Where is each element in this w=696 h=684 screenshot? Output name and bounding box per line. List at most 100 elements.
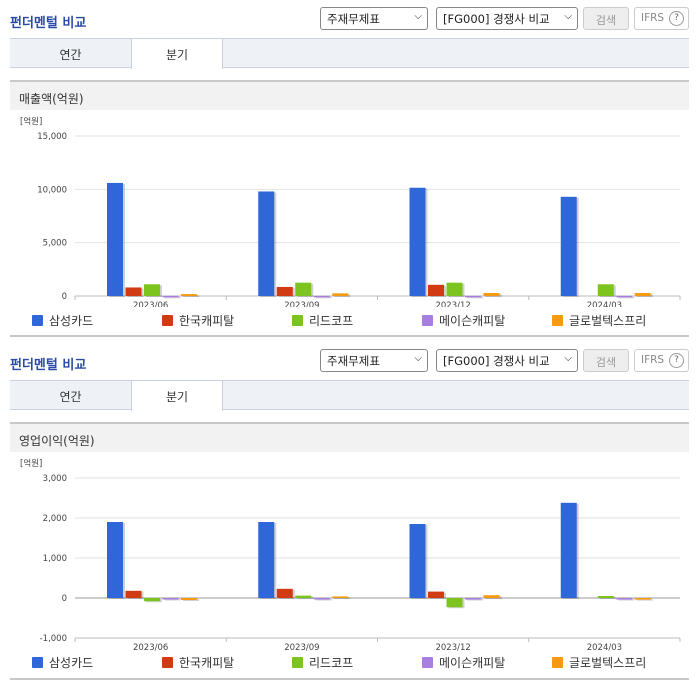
bar-samsung-card-2023-12[interactable] (409, 187, 426, 296)
bar-leadcorp-2023-12[interactable] (446, 598, 463, 608)
tab-annual[interactable]: 연간 (59, 390, 82, 404)
tab-quarterly[interactable]: 분기 (131, 381, 223, 411)
legend-item-leadcorp[interactable]: 리드코프 (292, 312, 353, 329)
x-tick-label-2023-06: 2023/06 (133, 643, 168, 653)
legend-item-mason-capital[interactable]: 메이슨캐피탈 (422, 312, 505, 329)
y-tick-label: 0 (62, 594, 67, 604)
y-tick-label: -1,000 (40, 634, 67, 644)
metric-header: 매출액(억원) (10, 80, 689, 110)
bar-leadcorp-2023-06[interactable] (144, 284, 160, 296)
bar-global-taxfree-2023-12[interactable] (483, 293, 500, 296)
bar-shadow (467, 599, 483, 601)
bar-leadcorp-2024-03[interactable] (597, 596, 614, 598)
peer-select[interactable]: [FG000] 경쟁사 비교 ⌵ (436, 7, 578, 30)
legend-item-leadcorp[interactable]: 리드코프 (292, 654, 353, 671)
operating-profit-bar-chart: [억원]3,000 2,000 1,000 0 -1,000 2023/06 2023/09… (20, 458, 681, 653)
help-icon[interactable]: ? (669, 11, 684, 26)
bar-samsung-card-2023-06[interactable] (107, 522, 123, 598)
legend-swatch (32, 315, 43, 326)
statement-select-value: 주재무제표 (327, 12, 380, 26)
bar-samsung-card-2024-03[interactable] (560, 196, 577, 296)
bar-shadow (334, 597, 351, 599)
legend-swatch (32, 657, 43, 668)
legend-label: 글로벌텍스프리 (569, 314, 647, 328)
bar-mason-capital-2023-06[interactable] (162, 598, 179, 600)
ifrs-button[interactable]: IFRS ? (634, 7, 689, 30)
legend-item-global-taxfree[interactable]: 글로벌텍스프리 (552, 312, 646, 329)
legend-item-samsung-card[interactable]: 삼성카드 (32, 312, 93, 329)
statement-select[interactable]: 주재무제표 ⌵ (320, 7, 428, 30)
bar-leadcorp-2023-09[interactable] (295, 282, 312, 296)
help-icon[interactable]: ? (669, 353, 684, 368)
legend-item-hankook-capital[interactable]: 한국캐피탈 (162, 654, 234, 671)
tab-quarterly[interactable]: 분기 (131, 39, 223, 69)
y-tick-label: 2,000 (43, 514, 67, 524)
legend-swatch (422, 657, 433, 668)
divider (10, 678, 689, 680)
bar-hankook-capital-2023-09[interactable] (276, 588, 293, 598)
bar-leadcorp-2023-09[interactable] (295, 595, 312, 598)
ifrs-button[interactable]: IFRS ? (634, 349, 689, 372)
bar-leadcorp-2024-03[interactable] (597, 284, 614, 296)
bar-shadow (315, 296, 332, 299)
legend-item-samsung-card[interactable]: 삼성카드 (32, 654, 93, 671)
statement-select[interactable]: 주재무제표 ⌵ (320, 349, 428, 372)
bar-global-taxfree-2023-09[interactable] (332, 293, 349, 296)
legend-item-global-taxfree[interactable]: 글로벌텍스프리 (552, 654, 646, 671)
bar-global-taxfree-2024-03[interactable] (634, 598, 651, 600)
legend-swatch (292, 315, 303, 326)
chevron-down-icon: ⌵ (414, 353, 422, 364)
bar-samsung-card-2023-06[interactable] (107, 182, 123, 296)
bar-global-taxfree-2024-03[interactable] (634, 293, 651, 296)
panel-title: 펀더멘털 비교 (10, 16, 87, 31)
legend-label: 메이슨캐피탈 (439, 314, 506, 328)
chevron-down-icon: ⌵ (564, 11, 572, 22)
bar-shadow (618, 599, 635, 601)
legend-label: 글로벌텍스프리 (569, 656, 647, 670)
bar-mason-capital-2024-03[interactable] (616, 598, 633, 600)
bar-mason-capital-2023-12[interactable] (465, 295, 481, 298)
unit-label: [억원] (20, 458, 42, 469)
revenue-bar-chart: [억원] 15,000 10,000 5,000 0 2023/06 2023/09 2023… (20, 116, 681, 307)
bar-hankook-capital-2023-12[interactable] (428, 284, 444, 296)
legend-item-mason-capital[interactable]: 메이슨캐피탈 (422, 654, 505, 671)
bar-leadcorp-2023-06[interactable] (144, 598, 160, 602)
bar-mason-capital-2023-09[interactable] (313, 598, 330, 600)
legend-label: 리드코프 (309, 314, 354, 328)
legend-label: 메이슨캐피탈 (439, 656, 506, 670)
bar-samsung-card-2024-03[interactable] (560, 502, 577, 598)
y-tick-label: 15,000 (37, 132, 67, 142)
bar-hankook-capital-2023-06[interactable] (125, 590, 142, 598)
chart-legend: 삼성카드 한국캐피탈 리드코프 메이슨캐피탈 글로벌텍스프리 (0, 654, 696, 672)
bar-samsung-card-2023-12[interactable] (409, 524, 426, 598)
bar-shadow (315, 599, 332, 601)
bar-leadcorp-2023-12[interactable] (446, 282, 463, 296)
bar-samsung-card-2023-09[interactable] (258, 522, 275, 598)
y-tick-label: 3,000 (43, 474, 67, 484)
chart-legend: 삼성카드 한국캐피탈 리드코프 메이슨캐피탈 글로벌텍스프리 (0, 312, 696, 330)
search-button[interactable]: 검색 (583, 7, 629, 30)
metric-header: 영업이익(억원) (10, 422, 689, 452)
bar-mason-capital-2023-09[interactable] (313, 295, 330, 298)
legend-item-hankook-capital[interactable]: 한국캐피탈 (162, 312, 234, 329)
bar-samsung-card-2023-09[interactable] (258, 191, 275, 296)
y-tick-label: 5,000 (43, 239, 67, 249)
x-tick-label-2023-12: 2023/12 (435, 301, 470, 307)
bar-mason-capital-2024-03[interactable] (616, 295, 633, 298)
bar-mason-capital-2023-12[interactable] (465, 598, 481, 600)
search-button[interactable]: 검색 (583, 349, 629, 372)
peer-select-value: [FG000] 경쟁사 비교 (443, 354, 550, 368)
bar-hankook-capital-2023-09[interactable] (276, 286, 293, 296)
bar-global-taxfree-2023-06[interactable] (181, 294, 197, 296)
bar-hankook-capital-2023-12[interactable] (428, 591, 444, 598)
bar-mason-capital-2023-06[interactable] (162, 295, 179, 298)
bar-hankook-capital-2023-06[interactable] (125, 287, 142, 296)
legend-swatch (422, 315, 433, 326)
peer-select[interactable]: [FG000] 경쟁사 비교 ⌵ (436, 349, 578, 372)
bar-shadow (164, 296, 181, 299)
bar-global-taxfree-2023-12[interactable] (483, 595, 500, 598)
bar-global-taxfree-2023-06[interactable] (181, 598, 197, 600)
bar-global-taxfree-2023-09[interactable] (332, 596, 349, 598)
tab-annual[interactable]: 연간 (59, 48, 82, 62)
panel-header: 펀더멘털 비교 주재무제표 ⌵ [FG000] 경쟁사 비교 ⌵ 검색 IFRS… (0, 342, 696, 378)
